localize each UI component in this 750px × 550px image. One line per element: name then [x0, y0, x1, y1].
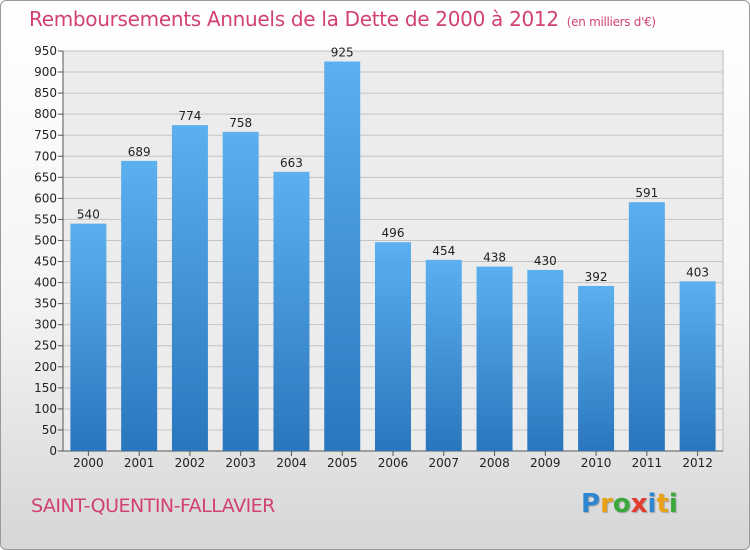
data-label-2008: 438 — [483, 251, 506, 265]
data-label-2005: 925 — [331, 46, 354, 60]
logo-letter: o — [612, 489, 631, 519]
commune-name: SAINT-QUENTIN-FALLAVIER — [31, 495, 275, 517]
y-tick-label: 450 — [34, 255, 57, 269]
y-tick-label: 50 — [42, 423, 57, 437]
data-label-2010: 392 — [585, 270, 608, 284]
y-tick-label: 900 — [34, 65, 57, 79]
y-tick-label: 0 — [49, 444, 57, 458]
x-tick-label-2000: 2000 — [73, 456, 104, 470]
x-tick-label-2004: 2004 — [276, 456, 307, 470]
y-tick-label: 850 — [34, 86, 57, 100]
y-tick-label: 300 — [34, 318, 57, 332]
data-label-2001: 689 — [128, 145, 151, 159]
proxiti-logo: Proxiti — [581, 489, 678, 519]
x-tick-label-2009: 2009 — [530, 456, 561, 470]
data-label-2006: 496 — [382, 226, 405, 240]
y-tick-label: 350 — [34, 297, 57, 311]
logo-letter: r — [600, 489, 613, 519]
y-tick-label: 750 — [34, 128, 57, 142]
logo-letter: P — [581, 489, 601, 519]
y-tick-label: 400 — [34, 276, 57, 290]
x-tick-label-2008: 2008 — [479, 456, 510, 470]
bar-2009 — [527, 269, 564, 451]
y-tick-label: 500 — [34, 233, 57, 247]
bar-2004 — [273, 171, 310, 451]
x-tick-label-2010: 2010 — [581, 456, 612, 470]
y-tick-label: 650 — [34, 170, 57, 184]
data-label-2009: 430 — [534, 254, 557, 268]
logo-letter: i — [647, 489, 657, 519]
x-tick-label-2006: 2006 — [378, 456, 409, 470]
y-tick-label: 950 — [34, 44, 57, 58]
x-tick-label-2012: 2012 — [682, 456, 713, 470]
data-label-2002: 774 — [178, 109, 201, 123]
x-tick-label-2005: 2005 — [327, 456, 358, 470]
y-tick-label: 250 — [34, 339, 57, 353]
x-axis: 2000 2001 2002 2003 2004 2005 2006 2007 2008 2009… — [63, 450, 723, 470]
data-label-2000: 540 — [77, 208, 100, 222]
chart-unit: (en milliers d'€) — [566, 15, 656, 29]
data-labels: 540 689 774 758 663 925 496 454 438 430 392 591 403 — [77, 46, 709, 284]
data-label-2011: 591 — [635, 186, 658, 200]
bar-2002 — [171, 125, 208, 452]
x-tick-label-2003: 2003 — [225, 456, 256, 470]
y-tick-label: 700 — [34, 149, 57, 163]
bar-2003 — [222, 131, 259, 451]
bars — [70, 61, 716, 452]
bar-2000 — [70, 223, 107, 451]
bar-2012 — [679, 281, 716, 451]
data-label-2012: 403 — [686, 265, 709, 279]
bar-2001 — [121, 160, 158, 452]
bar-2010 — [578, 285, 615, 451]
bar-2011 — [628, 202, 665, 451]
x-tick-label-2011: 2011 — [632, 456, 663, 470]
x-tick-label-2002: 2002 — [175, 456, 206, 470]
y-tick-label: 550 — [34, 212, 57, 226]
bar-2006 — [375, 242, 411, 451]
data-label-2004: 663 — [280, 156, 303, 170]
y-tick-label: 150 — [34, 381, 57, 395]
bar-2008 — [476, 266, 513, 451]
y-tick-label: 800 — [34, 107, 57, 121]
y-tick-label: 200 — [34, 360, 57, 374]
logo-letter: t — [656, 489, 669, 519]
bar-2007 — [425, 259, 462, 451]
bar-2005 — [324, 61, 361, 452]
y-axis: 0 50 100 150 200 250 300 350 400 450 500 550 600 650 7… — [34, 44, 64, 458]
x-tick-label-2007: 2007 — [428, 456, 459, 470]
data-label-2007: 454 — [432, 244, 455, 258]
logo-letter: x — [630, 489, 648, 519]
data-label-2003: 758 — [229, 116, 252, 130]
chart-title: Remboursements Annuels de la Dette de 20… — [29, 7, 656, 31]
y-tick-label: 100 — [34, 402, 57, 416]
logo-letter: i — [668, 489, 678, 519]
y-tick-label: 600 — [34, 191, 57, 205]
chart-title-text: Remboursements Annuels de la Dette de 20… — [29, 7, 559, 31]
x-tick-label-2001: 2001 — [124, 456, 155, 470]
